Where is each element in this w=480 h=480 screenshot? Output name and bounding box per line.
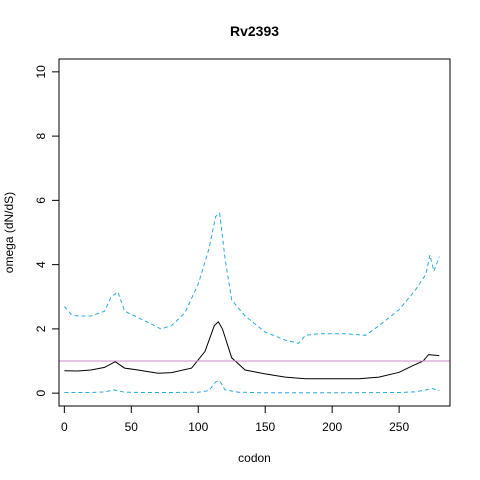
y-tick-label: 10	[34, 65, 48, 79]
chart-title: Rv2393	[230, 23, 279, 39]
x-axis: 0 50 100 150 200 250	[61, 405, 409, 434]
y-axis: 0 2 4 6 8 10	[34, 65, 60, 396]
y-tick-label: 6	[34, 197, 48, 204]
ci-series-line-1	[64, 212, 440, 344]
x-tick-label: 200	[322, 420, 342, 434]
x-tick-label: 0	[61, 420, 68, 434]
ci-series-line-2	[64, 380, 440, 394]
x-tick-label: 100	[188, 420, 208, 434]
x-axis-title: codon	[238, 451, 271, 465]
x-tick-label: 250	[389, 420, 409, 434]
y-tick-label: 2	[34, 325, 48, 332]
y-tick-label: 8	[34, 132, 48, 139]
mean-series-line-0	[64, 320, 440, 380]
plot-area	[59, 212, 450, 394]
x-tick-label: 150	[255, 420, 275, 434]
y-tick-label: 4	[34, 261, 48, 268]
y-tick-label: 0	[34, 389, 48, 396]
y-axis-title: omega (dN/dS)	[2, 192, 16, 273]
x-tick-label: 50	[125, 420, 139, 434]
